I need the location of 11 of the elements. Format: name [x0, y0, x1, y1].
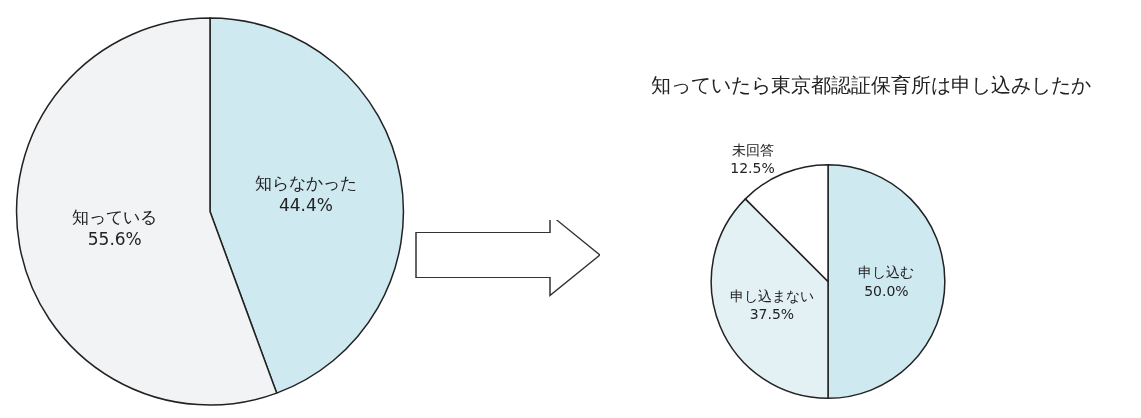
- data-label: 50.0%: [864, 282, 909, 299]
- data-label: 44.4%: [278, 195, 333, 216]
- chart-title: 知っていたら東京都認証保育所は申し込みしたか: [650, 72, 1091, 97]
- data-label: 37.5%: [749, 305, 795, 322]
- slice-label: 申し込む: [858, 264, 915, 281]
- slice-label: 申し込まない: [729, 287, 814, 304]
- slice-label: 知っている: [72, 207, 158, 228]
- data-label: 55.6%: [87, 229, 142, 250]
- slice-label: 知らなかった: [254, 173, 357, 194]
- slice-label: 未回答: [731, 141, 774, 158]
- data-label: 12.5%: [730, 160, 775, 177]
